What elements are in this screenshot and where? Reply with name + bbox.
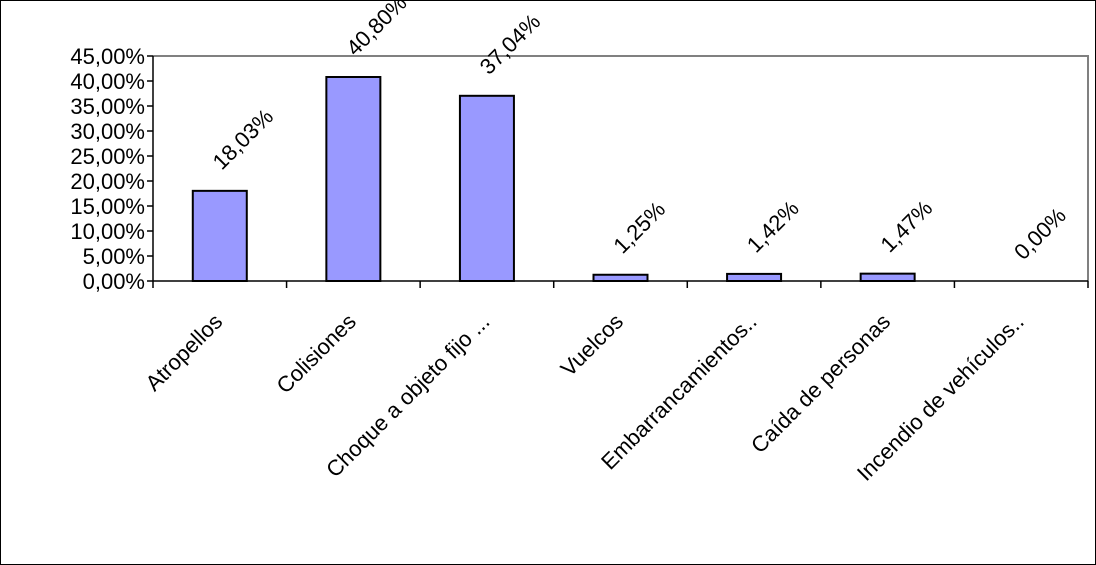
y-tick-label: 45,00% [70, 44, 145, 69]
bar [726, 272, 783, 282]
y-tick-label: 10,00% [70, 219, 145, 244]
y-tick-label: 35,00% [70, 94, 145, 119]
plot-area-border [153, 55, 1089, 281]
bar [325, 76, 382, 282]
bar [458, 94, 515, 282]
y-tick-label: 20,00% [70, 169, 145, 194]
y-tick-label: 25,00% [70, 144, 145, 169]
y-tick-label: 15,00% [70, 194, 145, 219]
y-tick-label: 40,00% [70, 69, 145, 94]
y-tick-label: 0,00% [83, 269, 145, 294]
y-tick-label: 30,00% [70, 119, 145, 144]
bar [859, 272, 916, 282]
y-tick-label: 5,00% [83, 244, 145, 269]
bar [592, 273, 649, 282]
bar [191, 189, 248, 283]
